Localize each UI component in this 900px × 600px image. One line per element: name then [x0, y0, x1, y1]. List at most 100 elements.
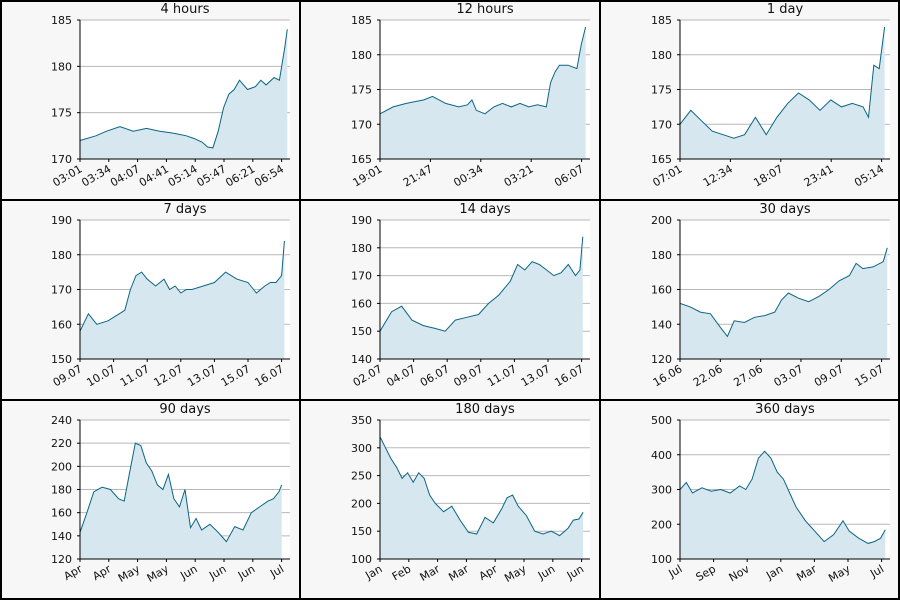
y-tick-label: 140 — [651, 318, 672, 331]
x-tick-label: 00:34 — [451, 162, 485, 189]
y-tick-label: 180 — [651, 249, 672, 262]
x-tick-label: Jun — [564, 562, 586, 582]
x-tick-label: 15.07 — [852, 362, 886, 389]
y-tick-label: 175 — [51, 107, 72, 120]
x-tick-label: 09.07 — [812, 362, 846, 389]
x-tick-label: May — [116, 562, 143, 585]
y-tick-label: 150 — [351, 525, 372, 538]
y-tick-label: 190 — [51, 214, 72, 227]
y-tick-label: 200 — [51, 460, 72, 473]
x-tick-label: 05:14 — [852, 162, 886, 189]
series-line — [679, 247, 888, 338]
x-tick-label: 12.07 — [152, 362, 186, 389]
series-line — [379, 26, 587, 115]
y-tick-label: 100 — [351, 553, 372, 566]
divider — [299, 0, 301, 600]
x-tick-label: 18:07 — [751, 162, 785, 189]
chart-title: 90 days — [159, 402, 211, 417]
y-tick-label: 300 — [351, 442, 372, 455]
y-tick-label: 120 — [51, 553, 72, 566]
x-tick-label: 19:01 — [351, 162, 385, 189]
chart-svg: 165 170 175 180 185 19:01 21:47 00:34 03:21 06:07 — [351, 14, 590, 189]
y-tick-label: 170 — [51, 284, 72, 297]
y-tick-label: 165 — [651, 153, 672, 166]
y-tick-label: 160 — [51, 318, 72, 331]
y-tick-label: 170 — [351, 270, 372, 283]
area-fill — [680, 451, 886, 559]
series-line — [379, 436, 584, 537]
y-tick-label: 240 — [51, 414, 72, 427]
panel-14-days: 14 days 140 150 160 170 180 190 02.07 04.07 06.0… — [300, 200, 600, 400]
x-tick-label: 12:34 — [701, 162, 735, 189]
x-tick-label: Jul — [666, 562, 685, 580]
x-tick-label: 05:14 — [166, 162, 200, 189]
x-tick-label: Nov — [727, 562, 753, 584]
series-line — [79, 442, 283, 543]
chart-title: 14 days — [459, 202, 511, 217]
x-tick-label: Jun — [177, 562, 199, 582]
chart-title: 180 days — [455, 402, 515, 417]
x-tick-label: Mar — [794, 562, 819, 584]
x-tick-label: 03:21 — [502, 162, 536, 189]
x-tick-label: Apr — [90, 562, 113, 583]
y-tick-label: 185 — [351, 14, 372, 27]
series-line — [79, 29, 288, 149]
series-line — [79, 240, 285, 332]
divider — [599, 0, 601, 600]
y-tick-label: 185 — [51, 14, 72, 27]
y-tick-label: 200 — [651, 518, 672, 531]
y-tick-label: 220 — [51, 437, 72, 450]
y-tick-label: 160 — [351, 297, 372, 310]
x-tick-label: 21:47 — [401, 162, 435, 189]
divider — [0, 399, 900, 401]
area-fill — [380, 436, 584, 559]
x-tick-label: 06:54 — [252, 162, 286, 189]
y-tick-label: 175 — [651, 84, 672, 97]
x-tick-label: 03:34 — [79, 162, 113, 189]
divider — [0, 199, 900, 201]
divider — [0, 0, 900, 2]
x-tick-label: 13.07 — [519, 362, 553, 389]
panel-4-hours: 4 hours 170 175 180 185 03:01 03:34 04:07 04:41… — [0, 0, 300, 200]
x-tick-label: 06.07 — [418, 362, 452, 389]
y-tick-label: 500 — [651, 414, 672, 427]
x-tick-label: 16.06 — [651, 362, 685, 389]
divider — [898, 0, 900, 600]
y-tick-label: 180 — [351, 242, 372, 255]
x-tick-label: Jul — [867, 562, 886, 580]
y-tick-label: 180 — [51, 484, 72, 497]
x-tick-label: May — [826, 562, 853, 585]
x-tick-label: Sep — [694, 562, 718, 584]
x-tick-label: 16.07 — [252, 362, 286, 389]
y-tick-label: 180 — [51, 60, 72, 73]
y-tick-label: 170 — [51, 153, 72, 166]
x-tick-label: Jun — [535, 562, 557, 582]
x-tick-label: Jan — [763, 562, 785, 582]
divider — [0, 0, 2, 600]
y-tick-label: 160 — [651, 284, 672, 297]
x-tick-label: 03.07 — [772, 362, 806, 389]
chart-svg: 170 175 180 185 03:0103:3404:0704:4105:1405:… — [51, 14, 290, 189]
panel-180-days: 180 days 100 150 200 250 300 350 Jan Feb Mar Mar A… — [300, 400, 600, 600]
x-tick-label: Mar — [418, 562, 443, 584]
y-tick-label: 150 — [51, 353, 72, 366]
y-tick-label: 150 — [351, 325, 372, 338]
chart-svg: 140 150 160 170 180 190 02.07 04.07 06.07 09.07 11… — [351, 214, 590, 389]
panel-360-days: 360 days 100 200 300 400 500 Jul Sep Nov Jan Mar M… — [600, 400, 900, 600]
x-tick-label: 10.07 — [84, 362, 118, 389]
chart-svg: 100 200 300 400 500 Jul Sep Nov Jan Mar May Jul — [651, 414, 890, 585]
divider — [0, 598, 900, 600]
x-tick-label: 09.07 — [452, 362, 486, 389]
x-tick-label: 23:41 — [802, 162, 836, 189]
y-tick-label: 160 — [51, 507, 72, 520]
y-tick-label: 190 — [351, 214, 372, 227]
area-fill — [80, 443, 282, 559]
x-tick-label: Mar — [446, 562, 471, 584]
panel-7-days: 7 days 150 160 170 180 190 09.07 10.07 11.07 12.… — [0, 200, 300, 400]
series-line — [679, 26, 886, 139]
chart-svg: 120 140 160 180 200 16.06 22.06 27.06 03.07 09.07… — [651, 214, 890, 389]
x-tick-label: May — [145, 562, 172, 585]
x-tick-label: 04:41 — [137, 162, 171, 189]
